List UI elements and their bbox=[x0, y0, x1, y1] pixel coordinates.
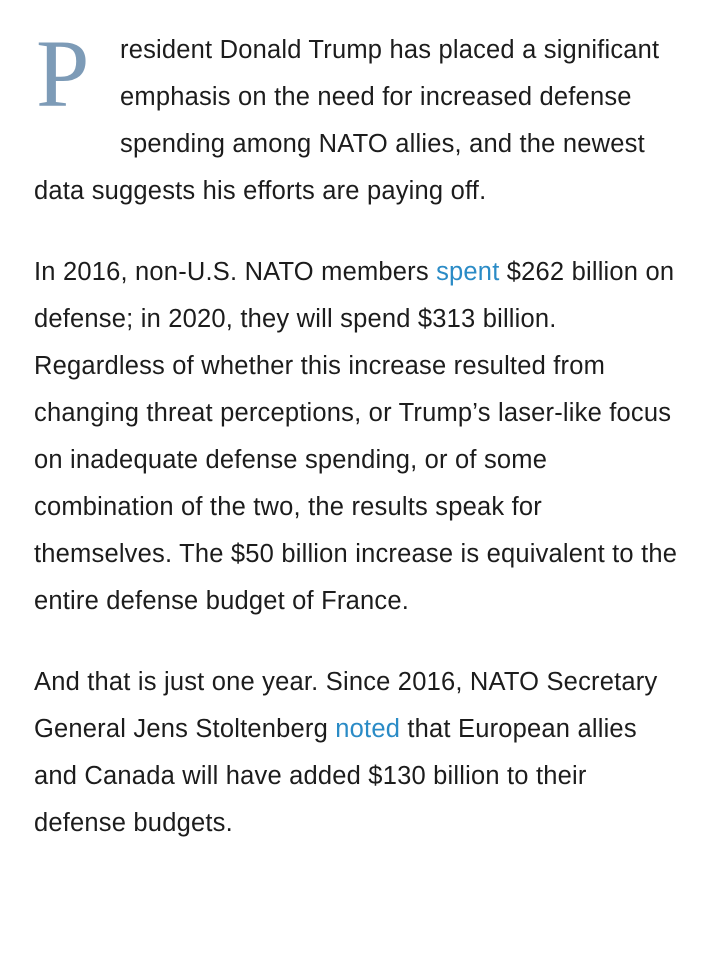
noted-link[interactable]: noted bbox=[335, 715, 401, 743]
paragraph-spending: In 2016, non-U.S. NATO members spent $26… bbox=[34, 249, 684, 625]
drop-cap: P bbox=[36, 20, 90, 127]
paragraph-stoltenberg-text-end: that European allies and Canada will hav… bbox=[34, 715, 637, 837]
paragraph-spending-text-start: In 2016, non-U.S. NATO members bbox=[34, 258, 437, 286]
spent-link[interactable]: spent bbox=[436, 258, 500, 286]
paragraph-stoltenberg: And that is just one year. Since 2016, N… bbox=[34, 659, 684, 847]
paragraph-stoltenberg-text-start: And that is just one year. Since 2016, N… bbox=[34, 668, 658, 743]
paragraph-spending-text-end: $262 billion on defense; in 2020, they w… bbox=[34, 258, 678, 615]
paragraph-intro-text: resident Donald Trump has placed a signi… bbox=[34, 36, 660, 205]
